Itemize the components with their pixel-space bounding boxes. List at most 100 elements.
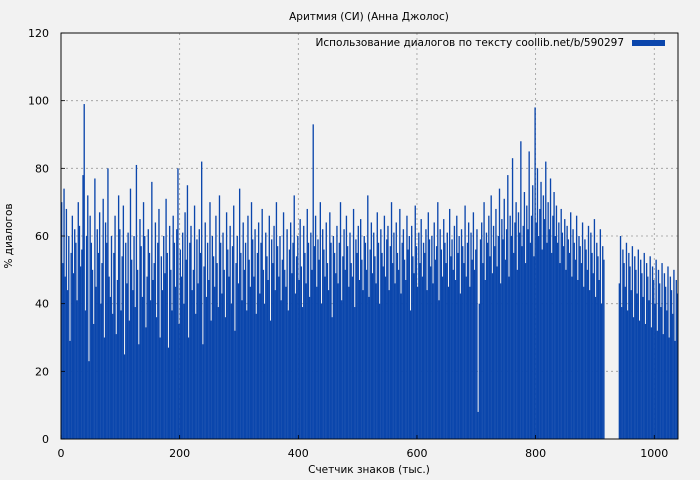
bar	[510, 236, 513, 439]
bar	[98, 212, 101, 439]
bar	[542, 195, 545, 439]
bar	[482, 263, 484, 439]
bar	[502, 239, 504, 439]
bar	[565, 269, 567, 439]
y-tick-label: 100	[28, 95, 49, 108]
bar	[507, 175, 509, 439]
bar	[478, 303, 480, 439]
bar	[513, 252, 515, 439]
bar	[198, 229, 200, 439]
bar	[384, 276, 387, 439]
bar	[344, 269, 346, 439]
bar	[386, 239, 388, 439]
bar-series	[61, 104, 679, 440]
bar	[331, 317, 333, 439]
bar	[252, 239, 254, 439]
bar	[672, 313, 674, 439]
bar	[641, 273, 643, 439]
legend-label: Использование диалогов по тексту coollib…	[316, 37, 624, 49]
bar	[208, 279, 210, 439]
bar	[537, 236, 540, 439]
bar	[300, 266, 303, 439]
bar	[504, 259, 507, 439]
bar	[151, 181, 153, 439]
bar	[535, 222, 537, 439]
bar	[112, 313, 114, 439]
bar	[475, 249, 477, 439]
bar	[242, 222, 244, 439]
bar	[489, 256, 491, 439]
bar	[399, 208, 401, 439]
bar	[89, 215, 91, 439]
bar	[632, 317, 635, 439]
bar	[552, 215, 554, 439]
bar	[76, 300, 78, 439]
bar	[592, 273, 594, 439]
bar	[431, 236, 433, 439]
bar	[117, 195, 120, 439]
bar	[311, 269, 313, 439]
bar	[106, 242, 108, 439]
bar	[233, 205, 235, 439]
bar	[527, 229, 529, 439]
bar	[100, 303, 102, 439]
bar	[415, 246, 418, 439]
bar	[337, 283, 339, 439]
bar	[145, 327, 147, 439]
bar	[603, 259, 605, 439]
bar	[445, 263, 447, 439]
bar	[472, 212, 475, 439]
bar	[643, 252, 645, 439]
bar	[104, 222, 107, 439]
bar	[230, 303, 233, 439]
bar	[158, 208, 160, 439]
bar	[134, 307, 136, 439]
bar	[276, 246, 279, 439]
bar	[339, 202, 342, 439]
bar	[332, 236, 335, 439]
bar	[129, 188, 132, 439]
bar	[249, 286, 251, 439]
bar	[191, 290, 193, 439]
bar	[140, 246, 142, 439]
bar	[313, 246, 316, 439]
bar	[274, 290, 276, 439]
bar	[197, 283, 199, 439]
bar	[405, 279, 407, 439]
bar	[575, 215, 578, 439]
bar	[559, 263, 561, 439]
bar	[358, 279, 361, 439]
bar	[629, 266, 631, 439]
bar	[333, 252, 336, 439]
bar	[408, 236, 410, 439]
bar	[586, 269, 588, 439]
bar	[120, 310, 122, 439]
bar	[674, 340, 676, 439]
bar	[409, 310, 412, 439]
bar	[501, 219, 503, 439]
bar	[371, 273, 374, 439]
bar	[113, 252, 115, 439]
bar	[360, 219, 362, 439]
bar	[484, 279, 486, 439]
bar	[77, 202, 79, 439]
bar	[382, 266, 384, 439]
bar	[95, 286, 97, 439]
bar	[554, 236, 556, 439]
y-tick-label: 60	[35, 230, 49, 243]
bar	[594, 296, 597, 439]
bar	[593, 219, 596, 439]
bar	[319, 202, 322, 439]
chart-title: Аритмия (СИ) (Анна Джолос)	[289, 11, 449, 23]
bar	[536, 168, 539, 440]
bar	[350, 263, 352, 439]
bar	[495, 208, 497, 439]
bar	[290, 222, 292, 439]
bar	[284, 269, 286, 439]
bar	[361, 259, 363, 439]
bar	[237, 283, 240, 439]
bar	[430, 266, 432, 439]
bar	[599, 229, 602, 439]
bar	[324, 276, 326, 439]
bar	[378, 303, 381, 439]
